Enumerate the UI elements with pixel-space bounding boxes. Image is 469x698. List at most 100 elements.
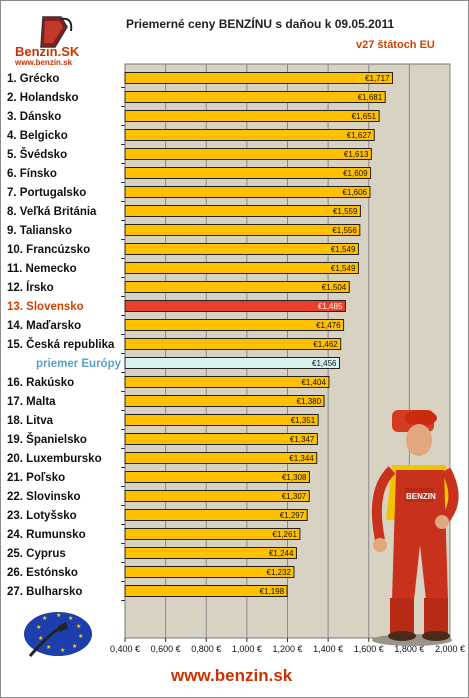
x-tick-label: 0,600 € <box>151 644 181 654</box>
bar <box>124 395 325 407</box>
row-label: 17. Malta <box>7 396 56 408</box>
row-label: 6. Fínsko <box>7 168 57 180</box>
row-label: 1. Grécko <box>7 73 59 85</box>
bar <box>124 72 394 84</box>
svg-text:★: ★ <box>60 647 65 654</box>
row-label: 24. Rumunsko <box>7 529 86 541</box>
row-label: 16. Rakúsko <box>7 377 74 389</box>
row-label: 3. Dánsko <box>7 111 61 123</box>
bar-value-label: €1,462 <box>313 340 338 349</box>
bar <box>124 509 308 521</box>
row-label: 12. Írsko <box>7 281 54 294</box>
bar-value-label: €1,476 <box>316 321 341 330</box>
x-tick-label: 2,000 € <box>435 644 465 654</box>
bar <box>124 319 345 331</box>
bar <box>124 300 346 312</box>
bar-value-label: €1,485 <box>318 302 343 311</box>
bar <box>124 528 301 540</box>
bar <box>124 471 310 483</box>
svg-text:★: ★ <box>78 633 83 640</box>
row-label: 21. Poľsko <box>7 472 65 484</box>
bar <box>124 338 342 350</box>
bar <box>124 243 359 255</box>
benzin-logo-icon <box>40 16 73 48</box>
row-label: 2. Holandsko <box>7 92 79 104</box>
row-label: 7. Portugalsko <box>7 187 86 199</box>
bar-value-label: €1,297 <box>280 511 305 520</box>
x-tick-label: 1,800 € <box>394 644 424 654</box>
row-label: 19. Španielsko <box>7 433 87 446</box>
x-tick-label: 1,200 € <box>272 644 302 654</box>
row-label: 5. Švédsko <box>7 148 67 161</box>
x-tick-label: 1,600 € <box>354 644 384 654</box>
row-label: 22. Slovinsko <box>7 491 81 503</box>
bar <box>124 585 288 597</box>
bar-value-label: €1,198 <box>260 587 285 596</box>
row-label: 18. Litva <box>7 415 54 427</box>
bar-value-label: €1,456 <box>312 359 337 368</box>
row-label: 10. Francúzsko <box>7 244 90 256</box>
row-label: 4. Belgicko <box>7 130 68 142</box>
bar-value-label: €1,613 <box>344 150 369 159</box>
svg-text:★: ★ <box>56 612 61 619</box>
bar-value-label: €1,351 <box>291 416 316 425</box>
bar-value-label: €1,549 <box>331 264 356 273</box>
logo-text: Benzin.SK <box>15 44 80 59</box>
bar <box>124 490 310 502</box>
bar-value-label: €1,404 <box>301 378 326 387</box>
svg-text:★: ★ <box>76 623 81 630</box>
bar <box>124 148 372 160</box>
svg-text:★: ★ <box>38 635 43 642</box>
bar <box>124 566 295 578</box>
bar <box>124 281 350 293</box>
bar-value-label: €1,344 <box>289 454 314 463</box>
bar-value-label: €1,307 <box>282 492 307 501</box>
bar-value-label: €1,681 <box>358 93 383 102</box>
pump-attendant-figure: BENZIN <box>371 410 459 646</box>
svg-text:★: ★ <box>46 644 51 651</box>
bar-value-label: €1,556 <box>332 226 357 235</box>
bar-value-label: €1,627 <box>347 131 372 140</box>
row-label: 20. Luxembursko <box>7 453 102 465</box>
bar <box>124 186 371 198</box>
bar <box>124 262 359 274</box>
bar-value-label: €1,559 <box>333 207 358 216</box>
bar <box>124 547 297 559</box>
row-label: 25. Cyprus <box>7 548 66 560</box>
svg-text:★: ★ <box>72 643 77 650</box>
bar <box>124 433 318 445</box>
bar-value-label: €1,261 <box>272 530 297 539</box>
svg-text:★: ★ <box>42 615 47 622</box>
svg-text:★: ★ <box>68 615 73 622</box>
svg-text:★: ★ <box>36 624 41 631</box>
bar-value-label: €1,606 <box>343 188 368 197</box>
bar-value-label: €1,609 <box>343 169 368 178</box>
row-label: 14. Maďarsko <box>7 320 81 332</box>
row-label: 15. Česká republika <box>7 338 115 351</box>
bar-value-label: €1,244 <box>269 549 294 558</box>
row-label: 9. Taliansko <box>7 225 72 237</box>
eu-flag-pump-icon: ★ ★★ ★★★ ★★★ ★ <box>24 612 92 657</box>
x-tick-label: 1,000 € <box>232 644 262 654</box>
row-label: 27. Bulharsko <box>7 586 82 598</box>
bar-value-label: €1,232 <box>267 568 292 577</box>
bar-value-label: €1,717 <box>365 74 390 83</box>
chart-subtitle: v27 štátoch EU <box>356 39 435 51</box>
bar <box>124 129 375 141</box>
bar-value-label: €1,549 <box>331 245 356 254</box>
bar <box>124 224 361 236</box>
bar <box>124 452 318 464</box>
bar-value-label: €1,347 <box>290 435 315 444</box>
bar-value-label: €1,308 <box>282 473 307 482</box>
row-label: 8. Veľká Británia <box>7 206 97 218</box>
row-label: 23. Lotyšsko <box>7 510 77 522</box>
row-label: 26. Estónsko <box>7 567 78 579</box>
footer-url[interactable]: www.benzin.sk <box>171 666 293 685</box>
x-tick-label: 1,400 € <box>313 644 343 654</box>
x-tick-label: 0,800 € <box>191 644 221 654</box>
row-label: 13. Slovensko <box>7 301 84 313</box>
chart-title: Priemerné ceny BENZÍNU s daňou k 09.05.2… <box>126 17 395 31</box>
row-label: 11. Nemecko <box>7 263 77 275</box>
bar-value-label: €1,651 <box>352 112 377 121</box>
logo-url: www.benzin.sk <box>15 58 73 67</box>
